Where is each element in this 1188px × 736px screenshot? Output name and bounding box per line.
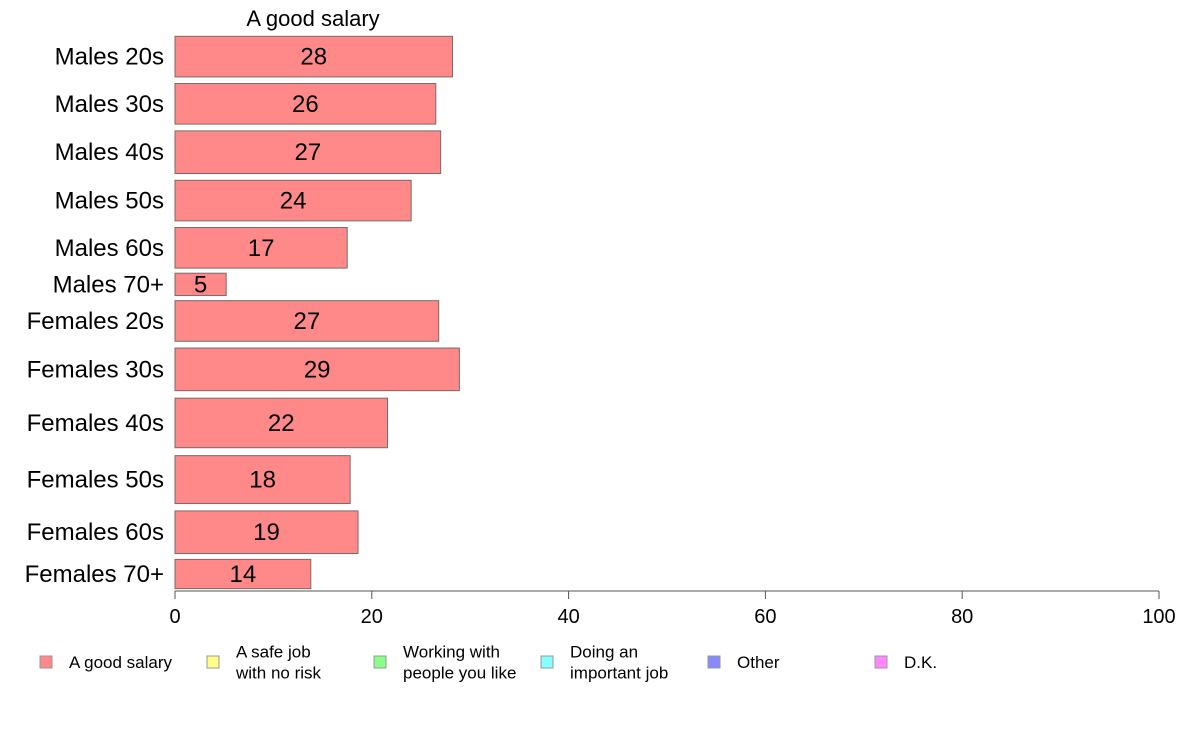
legend: A good salary A safe job with no risk Worki… [39,643,937,683]
value-label: 22 [268,410,295,437]
legend-swatch [373,655,387,669]
chart-title: A good salary [246,6,379,31]
bar [174,558,312,590]
category-label: Males 70+ [53,271,164,298]
bar [174,130,442,175]
legend-label: A good salary [69,653,173,672]
category-label: Males 30s [55,91,164,118]
bar [174,397,389,449]
category-label: Females 30s [27,356,164,383]
x-tick-label: 20 [361,606,383,628]
value-label: 29 [304,356,331,383]
bar [174,455,351,505]
bar [174,83,437,125]
x-axis: 0 20 40 60 80 100 [169,590,1176,628]
category-label: Females 50s [27,467,164,494]
category-label: Females 20s [27,308,164,335]
legend-label: Doing an important job [570,643,668,683]
bars-group: Males 20s 28 Males 30s 26 Males 40s 27 Males 5… [25,35,460,590]
category-label: Females 60s [27,519,164,546]
legend-label: D.K. [904,653,937,672]
bar [174,272,227,297]
x-tick-label: 100 [1142,606,1175,628]
category-label: Females 70+ [25,561,164,588]
value-label: 18 [249,467,276,494]
x-tick-label: 0 [169,606,180,628]
bar [174,179,412,222]
bar [174,226,348,269]
bar [174,35,453,78]
category-label: Males 20s [55,44,164,71]
legend-swatch [707,655,721,669]
bar [174,510,359,555]
legend-label: Working with people you like [403,643,516,683]
value-label: 19 [253,519,280,546]
legend-swatch [206,655,220,669]
legend-swatch [874,655,888,669]
category-label: Males 50s [55,188,164,215]
legend-swatch [39,655,53,669]
value-label: 5 [194,271,207,298]
legend-swatch [540,655,554,669]
category-label: Males 60s [55,235,164,262]
value-label: 27 [294,139,321,166]
category-label: Females 40s [27,410,164,437]
legend-label: Other [737,653,780,672]
value-label: 27 [294,308,321,335]
value-label: 14 [230,561,257,588]
bar [174,300,440,342]
value-label: 24 [280,188,307,215]
x-tick-label: 40 [557,606,579,628]
x-tick-label: 60 [754,606,776,628]
x-tick-label: 80 [951,606,973,628]
value-label: 28 [300,44,327,71]
bar [174,347,460,392]
legend-label: A safe job with no risk [235,643,322,683]
category-label: Males 40s [55,139,164,166]
value-label: 26 [292,91,319,118]
value-label: 17 [248,235,275,262]
